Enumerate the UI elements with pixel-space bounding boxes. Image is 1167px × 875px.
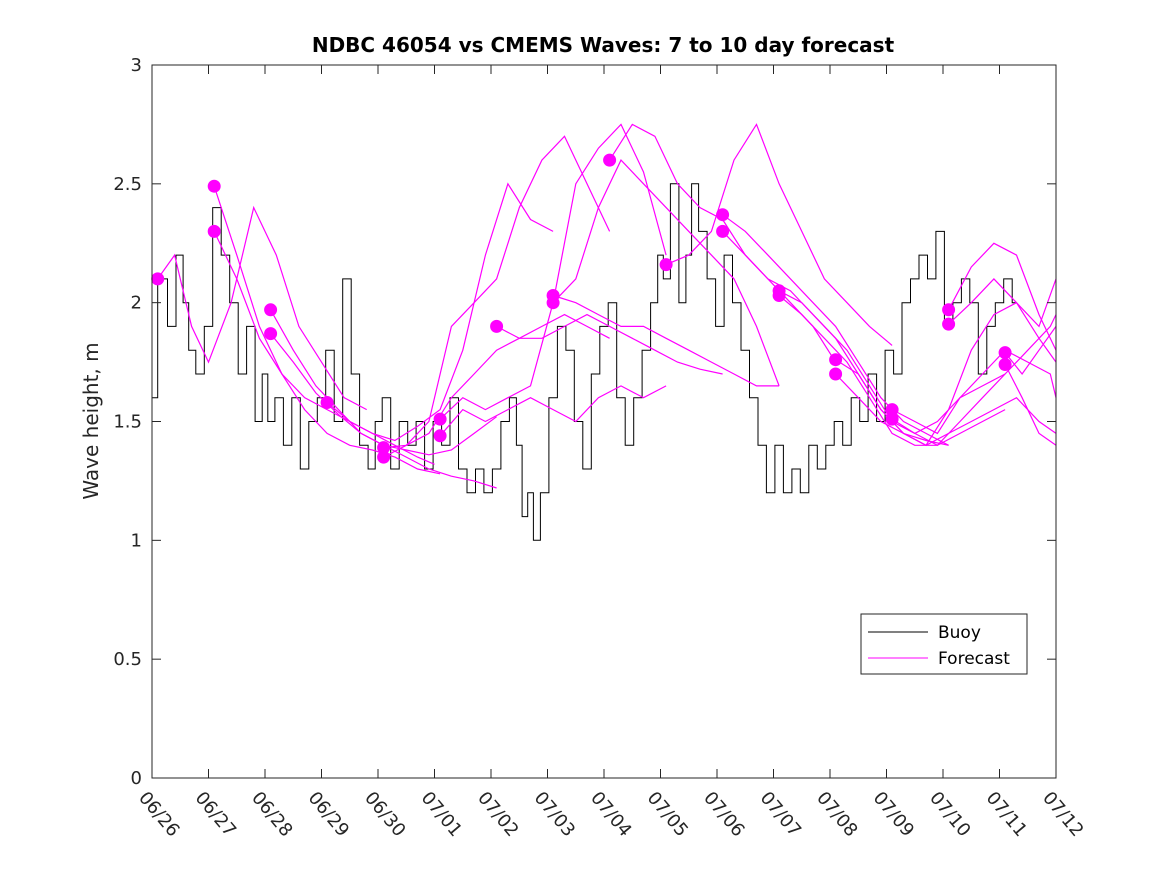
forecast-line-14 xyxy=(665,123,893,346)
y-tick-label: 2.5 xyxy=(113,174,142,195)
x-tick-label: 07/07 xyxy=(756,788,805,841)
forecast-line-26 xyxy=(1004,364,1057,446)
forecast-marker xyxy=(546,296,560,310)
forecast-line-9 xyxy=(439,385,667,437)
x-tick-label: 07/08 xyxy=(812,788,861,841)
forecast-marker xyxy=(207,179,221,193)
x-tick-label: 07/11 xyxy=(982,788,1031,841)
forecast-marker xyxy=(829,353,843,367)
forecast-marker xyxy=(772,289,786,302)
forecast-line-18 xyxy=(778,295,1006,446)
forecast-marker xyxy=(264,327,278,341)
forecast-marker xyxy=(885,412,899,426)
forecast-marker xyxy=(716,208,730,222)
y-tick-label: 2 xyxy=(131,293,142,314)
forecast-marker xyxy=(998,346,1012,360)
x-tick-label: 06/26 xyxy=(134,788,183,841)
legend-buoy-label: Buoy xyxy=(938,623,981,643)
forecast-marker xyxy=(151,272,165,286)
forecast-line-19 xyxy=(835,301,1057,447)
forecast-line-22 xyxy=(891,314,1057,447)
chart-title: NDBC 46054 vs CMEMS Waves: 7 to 10 day f… xyxy=(312,33,895,57)
x-tick-label: 07/04 xyxy=(586,788,635,841)
forecast-line-24 xyxy=(948,278,1057,328)
forecast-line-2 xyxy=(213,231,441,475)
forecast-line-0 xyxy=(157,205,367,411)
x-tick-label: 06/28 xyxy=(247,788,296,841)
x-tick-label: 07/06 xyxy=(699,788,748,841)
legend-box xyxy=(860,613,1028,675)
x-tick-label: 06/29 xyxy=(304,788,353,841)
forecast-line-25 xyxy=(1004,326,1057,375)
legend: Buoy Forecast xyxy=(860,613,1028,675)
buoy-series-line xyxy=(152,183,1017,541)
forecast-marker xyxy=(320,396,334,409)
forecast-marker xyxy=(490,319,504,333)
x-tick-label: 07/02 xyxy=(473,788,522,841)
y-tick-label: 3 xyxy=(131,55,142,76)
x-tick-label: 06/27 xyxy=(191,788,240,841)
forecast-line-15 xyxy=(722,214,949,446)
forecast-line-1 xyxy=(213,186,435,465)
forecast-marker xyxy=(603,153,617,167)
y-tick-label: 1 xyxy=(131,530,142,551)
forecast-marker xyxy=(998,358,1012,371)
forecast-marker xyxy=(942,317,956,331)
legend-forecast-label: Forecast xyxy=(938,649,1010,669)
forecast-line-12 xyxy=(552,159,780,387)
y-axis: 0 0.5 1 1.5 2 2.5 3 xyxy=(113,55,1056,789)
forecast-line-11 xyxy=(552,294,780,387)
forecast-line-7 xyxy=(383,313,610,458)
forecast-marker xyxy=(942,303,956,317)
forecast-line-5 xyxy=(326,182,554,442)
y-axis-label: Wave height, m xyxy=(79,342,103,499)
x-tick-label: 07/09 xyxy=(869,788,918,841)
x-tick-label: 07/12 xyxy=(1038,788,1087,841)
y-tick-label: 1.5 xyxy=(113,412,142,433)
forecast-marker xyxy=(377,450,391,464)
forecast-line-6 xyxy=(383,135,611,449)
forecast-marker xyxy=(264,303,278,317)
y-tick-label: 0 xyxy=(131,768,142,789)
forecast-line-10 xyxy=(496,313,723,375)
forecast-marker xyxy=(716,224,730,238)
forecast-marker xyxy=(207,224,221,238)
x-tick-label: 07/01 xyxy=(417,788,466,841)
x-tick-label: 07/10 xyxy=(925,788,974,841)
forecast-marker xyxy=(433,412,447,426)
y-tick-label: 0.5 xyxy=(113,649,142,670)
x-tick-label: 06/30 xyxy=(360,788,409,841)
forecast-line-21 xyxy=(891,349,1057,435)
forecast-marker xyxy=(433,429,447,443)
forecast-marker xyxy=(829,367,843,381)
x-tick-label: 07/05 xyxy=(643,788,692,841)
x-tick-label: 07/03 xyxy=(530,788,579,841)
plot-area xyxy=(151,123,1057,541)
forecast-line-23 xyxy=(948,242,1057,351)
forecast-marker xyxy=(659,258,673,272)
